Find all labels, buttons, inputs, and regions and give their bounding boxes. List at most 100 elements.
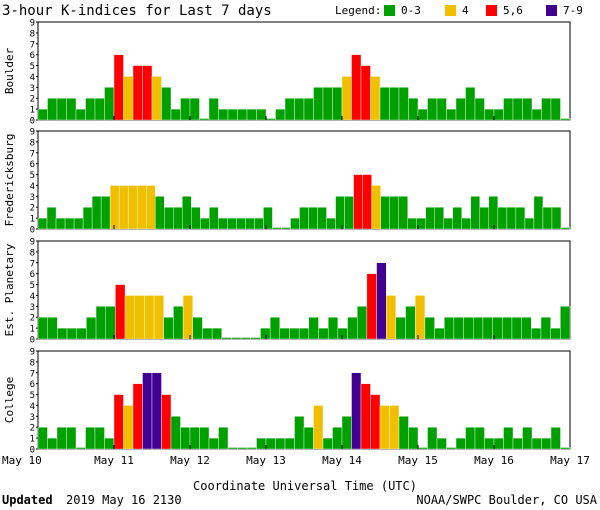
k-index-bar xyxy=(161,87,172,121)
k-index-bar xyxy=(446,447,457,450)
y-tick-label: 1 xyxy=(30,325,35,335)
k-index-bar xyxy=(227,108,238,121)
legend-item-4: 4 xyxy=(445,4,469,17)
x-tick-label: May 14 xyxy=(322,454,362,467)
k-index-bar xyxy=(522,98,533,121)
y-tick-label: 8 xyxy=(30,358,35,368)
k-index-bar xyxy=(366,273,377,340)
k-index-bar xyxy=(245,217,255,230)
k-index-bar xyxy=(360,65,371,121)
k-index-bar xyxy=(173,207,183,230)
k-index-bar xyxy=(511,317,522,340)
k-index-bar xyxy=(104,437,115,450)
k-index-bar xyxy=(265,118,276,121)
y-tick-label: 7 xyxy=(30,149,35,159)
k-index-bar xyxy=(146,185,156,230)
k-index-bar xyxy=(506,207,517,230)
x-tick-label: May 11 xyxy=(94,454,134,467)
k-index-bar xyxy=(132,383,143,450)
k-index-bar xyxy=(303,427,314,450)
k-index-bar xyxy=(512,98,523,121)
k-index-bar xyxy=(284,437,295,450)
k-index-bar xyxy=(313,87,324,121)
k-index-bar xyxy=(503,427,514,450)
k-index-bar xyxy=(398,196,408,230)
k-index-bar xyxy=(113,54,124,121)
k-index-bar xyxy=(109,185,120,230)
k-index-bar xyxy=(370,76,381,121)
k-index-bar xyxy=(550,327,561,340)
k-index-bar xyxy=(533,196,544,230)
k-index-bar xyxy=(531,108,542,121)
k-index-bar xyxy=(281,227,291,230)
k-index-bar xyxy=(376,262,387,340)
k-index-bar xyxy=(351,54,362,121)
k-index-bar xyxy=(73,217,84,230)
panel-label: Fredericksburg xyxy=(3,134,16,227)
x-tick-label: May 10 xyxy=(2,454,42,467)
k-index-bar xyxy=(415,295,426,340)
k-index-bar xyxy=(289,327,300,340)
x-axis-label: Coordinate Universal Time (UTC) xyxy=(193,479,417,493)
k-index-bar xyxy=(424,317,435,340)
k-index-bar xyxy=(260,327,271,340)
y-tick-label: 2 xyxy=(30,95,35,105)
k-index-bar xyxy=(64,217,75,230)
x-tick-label: May 17 xyxy=(550,454,590,467)
k-index-bar xyxy=(294,416,305,450)
y-tick-label: 9 xyxy=(30,238,35,248)
legend-label-0-3: 0-3 xyxy=(401,4,421,17)
y-tick-label: 9 xyxy=(30,128,35,138)
k-index-bar xyxy=(550,98,561,121)
k-index-bar xyxy=(123,405,134,450)
k-index-bar xyxy=(299,207,309,230)
y-tick-label: 7 xyxy=(30,40,35,50)
y-tick-label: 0 xyxy=(30,336,35,346)
y-tick-label: 5 xyxy=(30,281,35,291)
k-index-bar xyxy=(85,427,96,450)
y-tick-label: 3 xyxy=(30,193,35,203)
k-index-bar xyxy=(524,217,535,230)
k-index-bar xyxy=(37,317,48,340)
k-index-bar xyxy=(164,207,174,230)
legend-label-7-9: 7-9 xyxy=(563,4,583,17)
k-index-bar xyxy=(199,118,210,121)
k-index-bar xyxy=(56,427,67,450)
k-index-bar xyxy=(47,437,58,450)
k-index-bar xyxy=(275,108,286,121)
k-index-bar xyxy=(488,196,499,230)
k-index-bar xyxy=(380,196,390,230)
k-index-bar xyxy=(66,427,77,450)
k-index-bar xyxy=(332,87,343,121)
k-index-bar xyxy=(408,427,419,450)
k-index-bar xyxy=(208,98,219,121)
k-index-bar xyxy=(313,405,324,450)
k-index-bar xyxy=(240,337,252,340)
k-index-bar xyxy=(560,306,571,340)
k-index-bar xyxy=(294,98,305,121)
k-index-bar xyxy=(151,372,162,450)
x-tick-label: May 16 xyxy=(474,454,514,467)
k-index-bar xyxy=(389,87,400,121)
k-index-bar xyxy=(474,98,485,121)
k-index-bar xyxy=(461,217,472,230)
k-index-bar xyxy=(47,317,58,340)
k-index-bar xyxy=(446,108,457,121)
k-index-bar xyxy=(465,87,476,121)
k-index-bar xyxy=(503,98,514,121)
k-index-bar xyxy=(37,217,48,230)
k-index-bar xyxy=(105,306,116,340)
k-index-bar xyxy=(94,98,105,121)
k-index-bar xyxy=(269,317,281,340)
k-index-bar xyxy=(308,317,319,340)
x-tick-label: May 15 xyxy=(398,454,438,467)
k-index-bar xyxy=(452,207,462,230)
k-index-bar xyxy=(493,108,504,121)
k-index-bar xyxy=(370,394,381,450)
k-index-bar xyxy=(551,207,562,230)
k-index-bar xyxy=(142,65,153,121)
k-index-bar xyxy=(218,108,229,121)
k-index-bar xyxy=(191,207,201,230)
